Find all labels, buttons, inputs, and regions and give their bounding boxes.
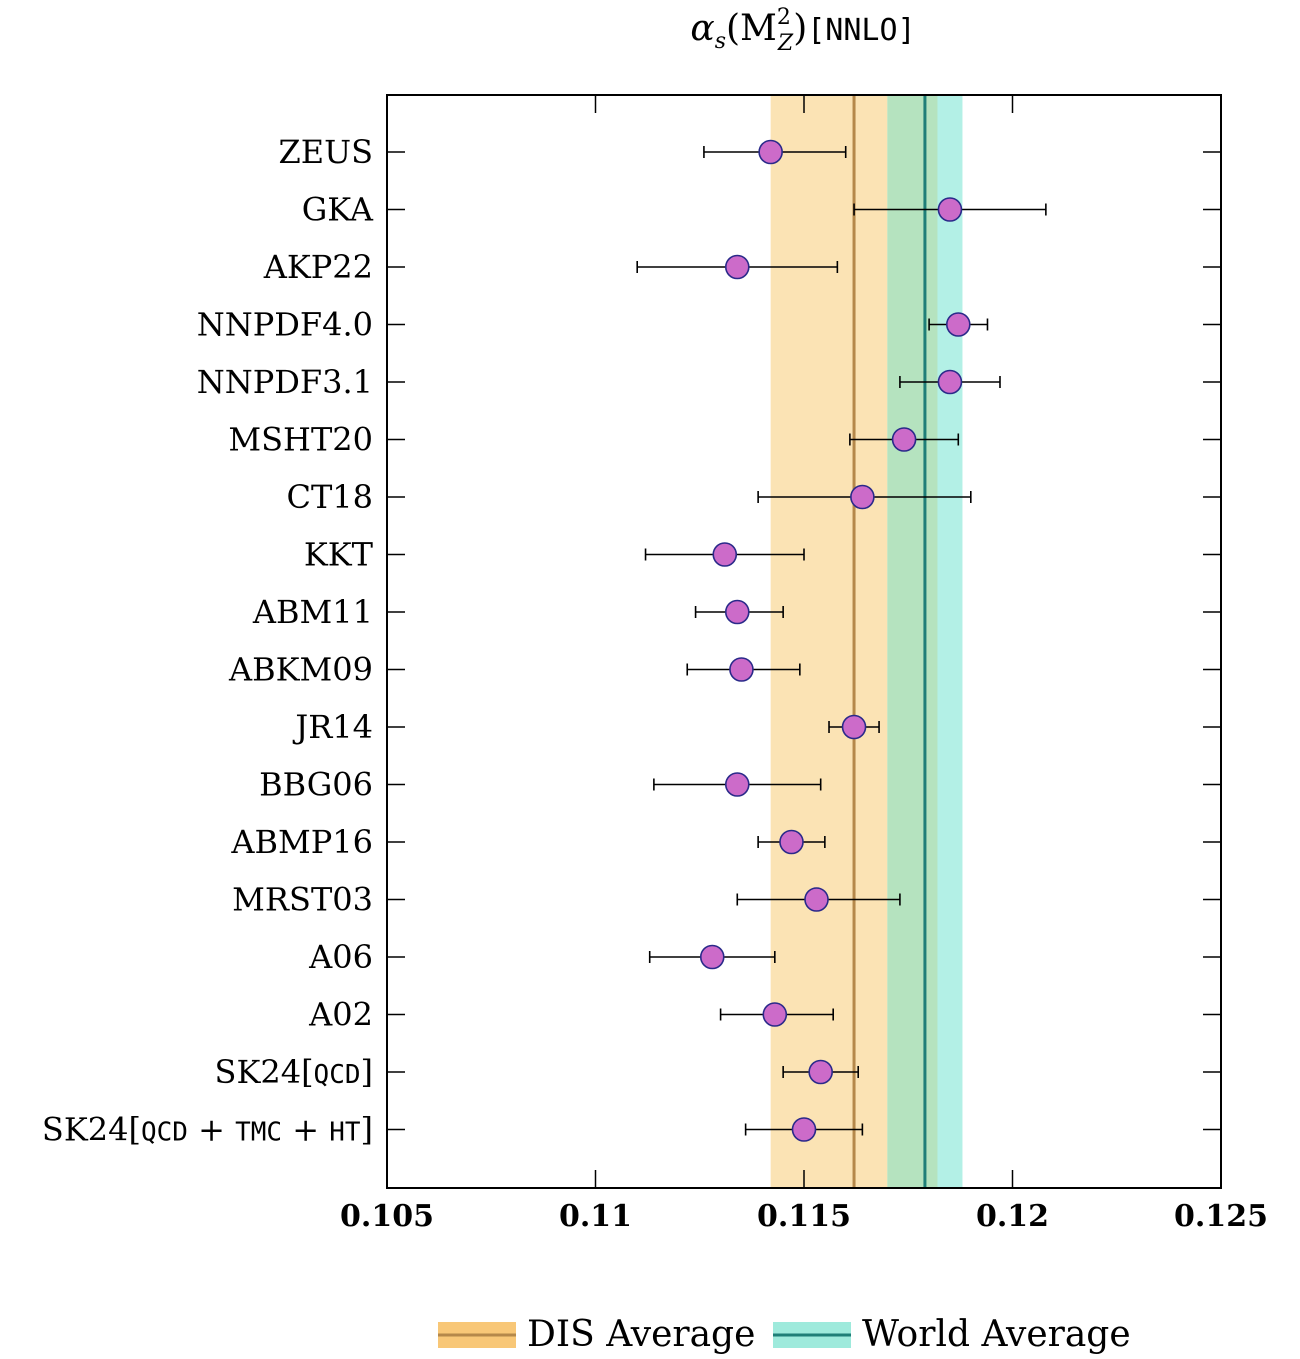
data-point bbox=[850, 484, 875, 510]
data-point bbox=[724, 254, 750, 280]
title-sub-s: s bbox=[715, 29, 726, 54]
row-label-part: SK24[ bbox=[42, 1111, 141, 1149]
plot-frame bbox=[386, 94, 1222, 1189]
x-tick-label: 0.105 bbox=[340, 1199, 434, 1234]
data-point bbox=[937, 369, 963, 395]
row-label-part: SK24[ bbox=[215, 1053, 314, 1091]
data-points bbox=[636, 139, 1047, 1142]
row-label: KKT bbox=[304, 536, 374, 574]
data-point bbox=[779, 829, 804, 855]
data-point bbox=[729, 657, 754, 682]
row-label: SK24[QCD] bbox=[215, 1053, 373, 1091]
row-label: AKP22 bbox=[263, 248, 373, 286]
row-label-part: QCD bbox=[314, 1060, 361, 1090]
legend: DIS Average World Average bbox=[438, 1314, 1131, 1355]
row-label: NNPDF3.1 bbox=[197, 363, 373, 401]
chart-title: αs(M2 Z)[NNLO] bbox=[690, 5, 915, 56]
data-point bbox=[808, 1059, 833, 1085]
row-label: NNPDF4.0 bbox=[197, 306, 373, 344]
data-point bbox=[937, 197, 963, 222]
row-label: JR14 bbox=[292, 708, 373, 746]
row-label: ZEUS bbox=[279, 133, 373, 171]
data-point bbox=[712, 542, 738, 567]
data-point bbox=[724, 599, 750, 625]
title-open: (M bbox=[726, 8, 777, 49]
row-label: ABKM09 bbox=[228, 651, 373, 689]
row-label-part: + bbox=[188, 1111, 235, 1149]
data-point bbox=[891, 427, 917, 452]
row-label: MRST03 bbox=[232, 881, 373, 919]
row-label-part: ] bbox=[361, 1053, 373, 1091]
title-sub-z: Z bbox=[777, 31, 794, 56]
row-label-part: HT bbox=[329, 1118, 361, 1148]
dis-average-band bbox=[770, 95, 888, 1188]
row-label-part: ] bbox=[361, 1111, 373, 1149]
row-label: A02 bbox=[308, 996, 373, 1034]
data-point bbox=[699, 944, 725, 970]
row-label-part: + bbox=[282, 1111, 329, 1149]
x-tick-label: 0.125 bbox=[1174, 1199, 1268, 1234]
row-label: GKA bbox=[302, 191, 374, 229]
row-label: BBG06 bbox=[259, 766, 373, 804]
title-close: ) bbox=[793, 8, 807, 49]
data-point bbox=[758, 139, 783, 165]
row-label-part: QCD bbox=[141, 1118, 188, 1148]
row-label-part: TMC bbox=[235, 1118, 282, 1148]
row-label: MSHT20 bbox=[228, 421, 373, 459]
data-point bbox=[724, 772, 750, 797]
data-point bbox=[945, 312, 971, 337]
row-labels: ZEUS GKA AKP22 NNPDF4.0 NNPDF3.1 MSHT20 CT18 KK… bbox=[42, 133, 374, 1149]
data-point bbox=[804, 887, 829, 912]
legend-world-label: World Average bbox=[862, 1314, 1131, 1355]
legend-dis-label: DIS Average bbox=[527, 1314, 755, 1355]
title-alpha: α bbox=[690, 8, 714, 49]
x-tick-label: 0.12 bbox=[976, 1199, 1049, 1234]
row-label: A06 bbox=[308, 938, 373, 976]
x-tick-labels: 0.105 0.11 0.115 0.12 0.125 bbox=[340, 1199, 1268, 1234]
title-bracket: [NNLO] bbox=[807, 13, 915, 48]
x-tick-label: 0.115 bbox=[757, 1199, 851, 1234]
row-label: ABM11 bbox=[252, 593, 373, 631]
row-label: ABMP16 bbox=[230, 823, 373, 861]
x-tick-label: 0.11 bbox=[559, 1199, 632, 1234]
row-label: CT18 bbox=[286, 478, 373, 516]
data-point bbox=[762, 1002, 788, 1027]
average-bands bbox=[770, 95, 963, 1188]
band-overlap bbox=[887, 95, 938, 1188]
title-sup: 2 bbox=[777, 5, 791, 30]
data-point bbox=[841, 714, 867, 740]
data-point bbox=[791, 1117, 817, 1142]
row-label: SK24[QCD + TMC + HT] bbox=[42, 1111, 373, 1149]
